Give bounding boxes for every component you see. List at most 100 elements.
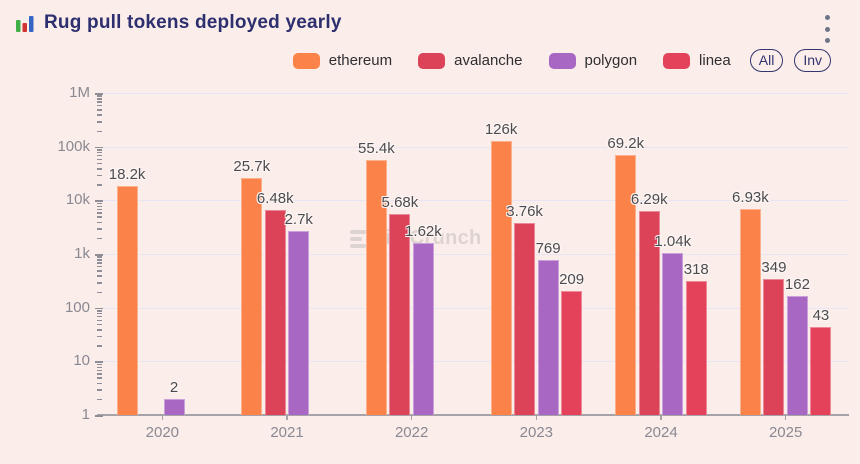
gridline [100, 307, 848, 309]
x-axis-tick-label: 2021 [270, 424, 304, 441]
y-axis-major-tick [95, 361, 103, 363]
bar-slot: 2 [162, 93, 186, 415]
y-axis-minor-tick [97, 265, 102, 268]
bar-slot [139, 93, 163, 415]
legend-swatch-icon [663, 52, 691, 69]
x-axis-tick [161, 415, 164, 420]
bar-group-2023: 126k 3.76k 769 209 [485, 93, 584, 415]
y-axis-minor-tick [97, 212, 102, 214]
bar-linea-2024[interactable] [685, 280, 707, 415]
bar-linea-2025[interactable] [810, 327, 832, 415]
gridline [100, 254, 848, 255]
bar-polygon-2020[interactable] [163, 398, 185, 415]
y-axis-minor-tick [97, 319, 102, 322]
legend-item-polygon[interactable]: polygon [548, 52, 638, 69]
bar-ethereum-2024[interactable] [615, 155, 637, 415]
bar-polygon-2022[interactable] [412, 242, 434, 415]
y-axis-minor-tick [97, 398, 102, 401]
bar-group-2025: 6.93k 349 162 43 [732, 93, 833, 415]
bar-ethereum-2022[interactable] [365, 160, 387, 415]
bar-value-label: 6.93k [732, 188, 769, 206]
legend-item-linea[interactable]: linea [663, 52, 731, 69]
bar-slot: 162 [784, 93, 810, 415]
legend-label: avalanche [454, 52, 523, 69]
y-axis-minor-tick [97, 377, 102, 379]
bar-linea-2023[interactable] [561, 290, 583, 415]
bar-avalanche-2025[interactable] [763, 278, 785, 415]
y-axis-minor-tick [97, 373, 102, 375]
legend-swatch-icon [548, 52, 576, 69]
bar-avalanche-2023[interactable] [514, 223, 536, 415]
bar-slot [186, 93, 210, 415]
legend-item-ethereum[interactable]: ethereum [292, 52, 392, 69]
kebab-menu-icon[interactable] [820, 13, 834, 45]
x-axis-tick [286, 415, 288, 420]
bar-ethereum-2021[interactable] [241, 178, 263, 415]
legend-item-avalanche[interactable]: avalanche [418, 52, 523, 69]
y-axis-minor-tick [97, 101, 102, 103]
bar-value-label: 769 [535, 240, 561, 258]
y-axis-minor-tick [97, 184, 102, 186]
bar-slot: 6.29k [631, 93, 668, 415]
bar-slot: 126k [485, 93, 517, 415]
y-axis-minor-tick [97, 109, 102, 111]
bar-avalanche-2024[interactable] [638, 211, 660, 415]
bar-slot: 2.7k [284, 93, 313, 415]
legend-label: linea [699, 52, 731, 69]
filter-inv-button[interactable]: Inv [794, 49, 831, 72]
legend-label: polygon [584, 52, 638, 69]
bar-value-label: 6.29k [630, 191, 668, 209]
bar-value-label: 162 [784, 276, 810, 294]
bar-value-label: 349 [761, 258, 787, 276]
bar-polygon-2023[interactable] [537, 260, 559, 415]
y-axis-minor-tick [97, 208, 102, 211]
bar-slot [311, 93, 335, 415]
legend-swatch-icon [418, 52, 446, 69]
x-axis-tick-label: 2024 [644, 424, 678, 441]
bar-value-label: 5.68k [381, 193, 419, 211]
bar-polygon-2021[interactable] [288, 230, 310, 415]
bar-ethereum-2020[interactable] [116, 186, 138, 415]
y-axis-minor-tick [97, 310, 102, 312]
bar-slot: 1.04k [654, 93, 691, 415]
bar-polygon-2025[interactable] [786, 296, 808, 415]
y-axis-tick-label: 1k [74, 245, 90, 262]
bar-value-label: 2.7k [284, 210, 313, 228]
bar-slot: 43 [809, 93, 833, 415]
y-axis-minor-tick [97, 329, 102, 331]
y-axis-tick-label: 1M [69, 84, 90, 101]
bar-ethereum-2023[interactable] [490, 141, 512, 415]
bar-slot: 1.62k [405, 93, 442, 415]
y-axis-minor-tick [97, 270, 102, 272]
y-axis-minor-tick [97, 275, 102, 277]
y-axis-minor-tick [97, 158, 102, 161]
x-axis-tick-label: 2022 [394, 424, 429, 441]
y-axis-minor-tick [97, 323, 102, 326]
y-axis-tick-label: 100 [64, 298, 90, 316]
bar-slot: 25.7k [233, 93, 270, 415]
y-axis-minor-tick [97, 114, 102, 116]
bar-group-2022: 55.4k 5.68k 1.62k [358, 93, 459, 415]
y-axis-minor-tick [97, 151, 102, 154]
legend-items: ethereum avalanche polygon linea [292, 52, 731, 69]
bar-group-2021: 25.7k 6.48k 2.7k [233, 93, 335, 415]
bar-avalanche-2022[interactable] [389, 213, 411, 415]
bar-slot: 349 [761, 93, 787, 415]
y-axis-minor-tick [97, 121, 102, 123]
bar-slot: 318 [684, 93, 709, 415]
y-axis-tick-label: 10 [73, 352, 90, 370]
gridline [100, 93, 848, 94]
filter-all-button[interactable]: All [749, 49, 784, 72]
y-axis-minor-tick [97, 202, 102, 205]
bar-polygon-2024[interactable] [662, 253, 684, 415]
bar-slot: 18.2k [109, 93, 145, 415]
bar-avalanche-2021[interactable] [264, 210, 286, 415]
y-axis-major-tick [95, 307, 103, 310]
y-axis-minor-tick [97, 95, 102, 97]
y-axis-tick-label: 10k [65, 191, 90, 209]
bar-ethereum-2025[interactable] [739, 208, 761, 415]
bar-chart-icon [16, 16, 34, 32]
x-axis-tick [660, 415, 662, 420]
bar-value-label: 43 [812, 307, 830, 325]
gridline [100, 200, 848, 202]
